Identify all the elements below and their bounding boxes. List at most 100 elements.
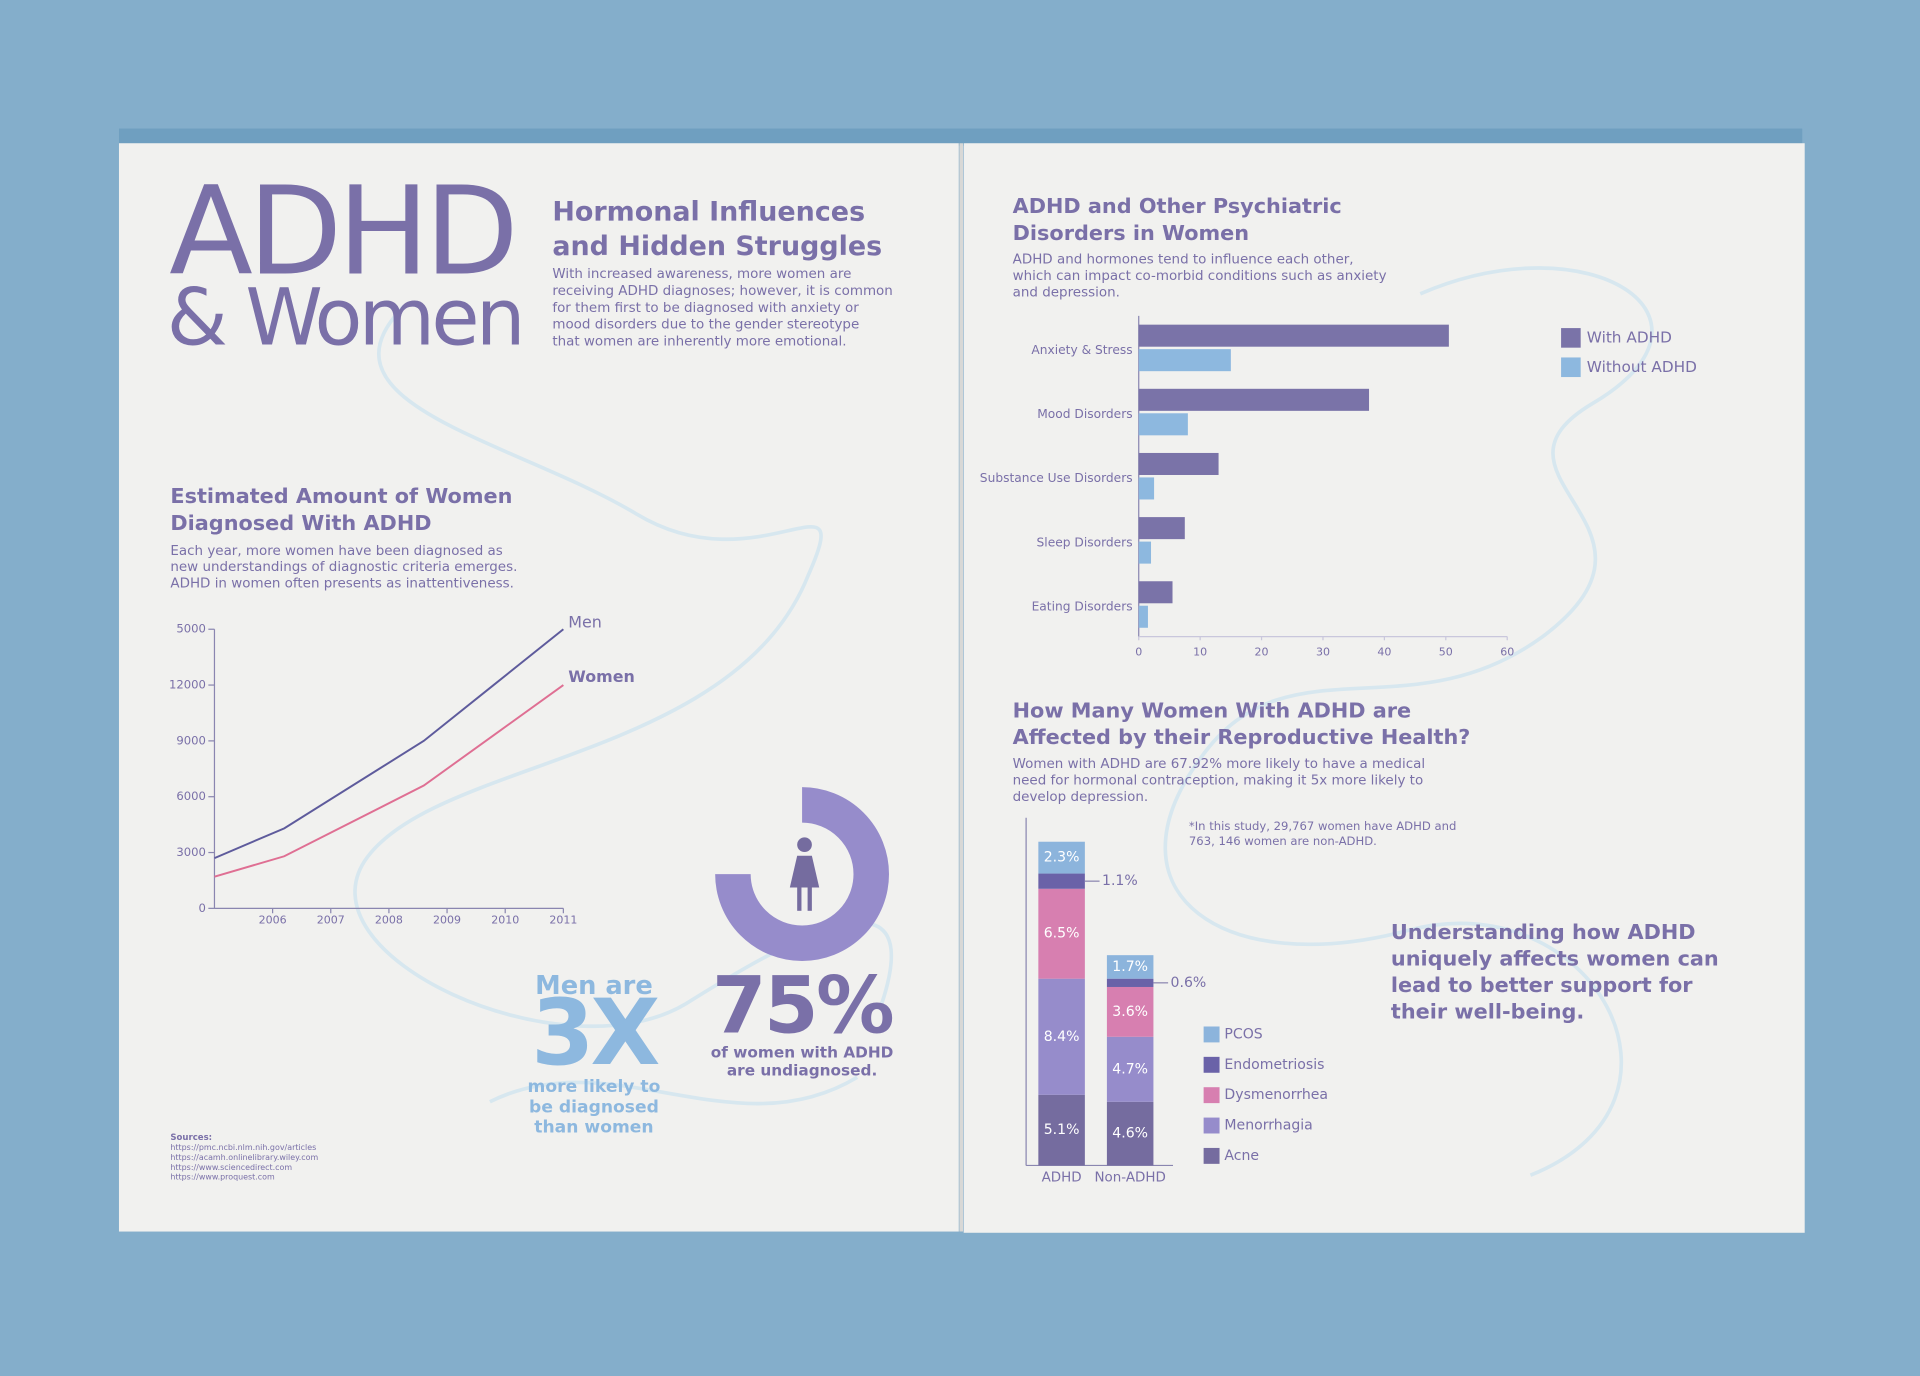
chart-title: Diagnosed With ADHD [170, 511, 431, 535]
category-label: Anxiety & Stress [1031, 343, 1132, 357]
stat-lead: Men are [535, 971, 653, 1001]
y-tick-label: 0 [199, 901, 206, 915]
value-label: 0.6% [1171, 975, 1207, 991]
person-icon [789, 837, 820, 911]
closing-statement: their well-being. [1391, 1000, 1584, 1024]
chart-subtitle: and depression. [1013, 286, 1120, 301]
main-title: ADHD [169, 160, 514, 303]
legend-label: With ADHD [1587, 328, 1672, 346]
icon-leg [807, 886, 812, 911]
x-tick-label: 2006 [259, 914, 287, 927]
bar [1138, 452, 1219, 475]
x-tick-label: 2011 [549, 914, 577, 927]
closing-statement: lead to better support for [1391, 973, 1693, 997]
source-link: https://www.sciencedirect.com [170, 1163, 292, 1172]
main-title-line2: & Women [167, 273, 522, 364]
bar [1138, 388, 1370, 411]
bar [1138, 477, 1155, 500]
bar [1138, 541, 1152, 564]
bar-segment [1106, 1101, 1154, 1166]
y-tick-label: 3000 [176, 845, 206, 859]
series-label: Men [568, 613, 602, 632]
body-text: that women are inherently more emotional… [552, 334, 846, 349]
icon-head [797, 837, 812, 853]
category-label: Eating Disorders [1032, 599, 1133, 613]
legend-swatch [1203, 1117, 1220, 1134]
swirl [1163, 266, 1654, 1177]
category-label: Non-ADHD [1094, 1171, 1165, 1186]
bar [1138, 517, 1185, 540]
source-link: https://pmc.ncbi.nlm.nih.gov/articles [170, 1143, 316, 1152]
value-label: 6.5% [1044, 926, 1080, 942]
note: 763, 146 women are non-ADHD. [1189, 834, 1377, 848]
bar-segment [1106, 986, 1154, 1037]
donut-value: 75% [712, 961, 892, 1052]
chart-title: ADHD and Other Psychiatric [1013, 194, 1342, 218]
x-tick-label: 2008 [375, 914, 403, 927]
closing-statement: uniquely affects women can [1391, 946, 1719, 970]
x-tick-label: 0 [1135, 645, 1142, 658]
x-tick-label: 60 [1500, 645, 1514, 658]
chart-title: Affected by their Reproductive Health? [1013, 725, 1471, 749]
chart-title: How Many Women With ADHD are [1013, 698, 1412, 722]
bar-segment [1106, 1036, 1154, 1102]
bar-segment [1106, 955, 1154, 979]
bar-segment [1038, 1094, 1085, 1166]
section-heading: Hormonal Influences [552, 197, 865, 228]
icon-leg [797, 886, 802, 911]
x-tick-label: 40 [1377, 645, 1391, 658]
bar [1138, 413, 1188, 436]
x-tick-label: 2010 [491, 914, 519, 927]
x-tick-label: 2007 [317, 914, 345, 927]
category-label: Mood Disorders [1037, 407, 1132, 421]
legend-label: Acne [1224, 1148, 1259, 1164]
bar-segment [1038, 873, 1085, 889]
category-label: Sleep Disorders [1037, 535, 1133, 549]
donut-caption: of women with ADHD [711, 1043, 894, 1061]
body-text: receiving ADHD diagnoses; however, it is… [552, 284, 892, 299]
legend-label: Endometriosis [1224, 1057, 1324, 1073]
chart-subtitle: which can impact co-morbid conditions su… [1013, 269, 1387, 284]
decor [353, 266, 1654, 1177]
legend-label: Dysmenorrhea [1224, 1087, 1328, 1103]
chart-subtitle: need for hormonal contraception, making … [1013, 773, 1424, 788]
swirl [353, 304, 894, 1029]
value-label: 3.6% [1112, 1004, 1148, 1020]
series-line [214, 684, 564, 878]
body-text: for them first to be diagnosed with anxi… [552, 301, 859, 316]
series-label: Women [568, 667, 635, 686]
bar [1138, 324, 1449, 347]
chart-subtitle: new understandings of diagnostic criteri… [170, 560, 517, 575]
legend-label: Without ADHD [1587, 358, 1697, 376]
y-tick-label: 9000 [176, 733, 206, 747]
category-label: Substance Use Disorders [980, 471, 1133, 485]
stat-text: more likely to [528, 1077, 661, 1097]
legend-label: PCOS [1224, 1026, 1262, 1042]
x-tick-label: 10 [1193, 645, 1207, 658]
legend-swatch [1203, 1026, 1220, 1043]
bar [1138, 605, 1148, 628]
y-tick-label: 5000 [176, 622, 206, 636]
category-label: ADHD [1042, 1171, 1082, 1186]
closing-statement: Understanding how ADHD [1391, 920, 1696, 944]
x-tick-label: 20 [1255, 645, 1269, 658]
bar-segment [1038, 841, 1085, 874]
icon-body [789, 855, 820, 888]
bar [1138, 581, 1173, 604]
chart-subtitle: Women with ADHD are 67.92% more likely t… [1013, 757, 1425, 772]
bar-segment [1106, 978, 1154, 987]
y-tick-label: 6000 [176, 789, 206, 803]
chart-subtitle: ADHD in women often presents as inattent… [170, 576, 514, 591]
value-label: 4.7% [1112, 1061, 1148, 1077]
source-link: https://www.proquest.com [170, 1173, 275, 1182]
value-label: 4.6% [1112, 1126, 1148, 1142]
x-tick-label: 2009 [433, 914, 461, 927]
legend-swatch [1561, 328, 1581, 348]
cover-edge [118, 128, 1803, 146]
section-heading: and Hidden Struggles [552, 231, 882, 262]
stat-figure: 3X [531, 981, 659, 1086]
note: *In this study, 29,767 women have ADHD a… [1189, 819, 1456, 833]
chart-subtitle: ADHD and hormones tend to influence each… [1013, 253, 1354, 268]
